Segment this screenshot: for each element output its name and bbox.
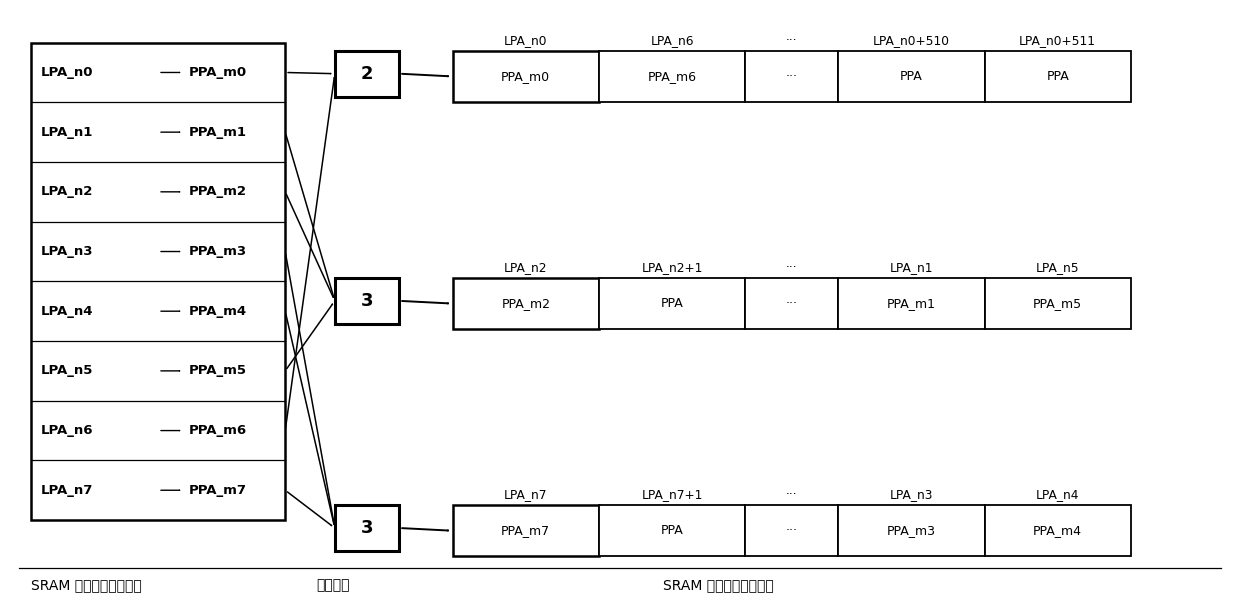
Bar: [838, 51, 985, 102]
Text: PPA: PPA: [661, 297, 683, 310]
Text: PPA_m3: PPA_m3: [188, 245, 247, 258]
Text: ···: ···: [786, 524, 797, 537]
Text: LPA_n0: LPA_n0: [503, 33, 548, 47]
Text: PPA_m0: PPA_m0: [501, 70, 551, 83]
Text: PPA_m6: PPA_m6: [647, 70, 697, 83]
Bar: [599, 278, 745, 329]
Text: PPA_m5: PPA_m5: [188, 364, 247, 378]
Text: PPA: PPA: [1047, 70, 1069, 83]
Text: LPA_n4: LPA_n4: [41, 304, 93, 318]
Text: LPA_n7: LPA_n7: [503, 488, 548, 501]
Text: LPA_n5: LPA_n5: [1035, 261, 1080, 274]
Bar: [453, 505, 599, 556]
Bar: [599, 51, 745, 102]
Bar: [335, 505, 399, 551]
Bar: [838, 505, 985, 556]
Bar: [335, 51, 399, 96]
Text: LPA_n7+1: LPA_n7+1: [641, 488, 703, 501]
Bar: [599, 505, 745, 556]
Bar: [453, 51, 599, 102]
Bar: [985, 278, 1131, 329]
Text: LPA_n5: LPA_n5: [41, 364, 93, 378]
Text: PPA_m2: PPA_m2: [188, 185, 247, 199]
Text: 2: 2: [361, 65, 373, 83]
Bar: [985, 51, 1131, 102]
Bar: [838, 278, 985, 329]
Text: LPA_n4: LPA_n4: [1035, 488, 1080, 501]
Text: LPA_n0: LPA_n0: [41, 66, 93, 79]
Text: LPA_n1: LPA_n1: [41, 125, 93, 139]
Text: PPA_m1: PPA_m1: [887, 297, 936, 310]
Text: ···: ···: [786, 70, 797, 83]
Bar: [745, 505, 838, 556]
Text: LPA_n2+1: LPA_n2+1: [641, 261, 703, 274]
Text: LPA_n7: LPA_n7: [41, 484, 93, 497]
Text: 映射条数: 映射条数: [316, 578, 350, 592]
Text: 3: 3: [361, 292, 373, 310]
Text: LPA_n2: LPA_n2: [41, 185, 93, 199]
Text: PPA_m3: PPA_m3: [887, 524, 936, 537]
Bar: [745, 51, 838, 102]
Text: LPA_n1: LPA_n1: [889, 261, 934, 274]
Text: ···: ···: [786, 488, 797, 501]
Bar: [745, 278, 838, 329]
Text: 3: 3: [361, 519, 373, 537]
Text: LPA_n6: LPA_n6: [41, 424, 93, 437]
Text: LPA_n0+510: LPA_n0+510: [873, 33, 950, 47]
Bar: [31, 43, 285, 520]
Text: ···: ···: [786, 261, 797, 274]
Text: LPA_n0+511: LPA_n0+511: [1019, 33, 1096, 47]
Text: PPA_m1: PPA_m1: [188, 125, 247, 139]
Text: LPA_n6: LPA_n6: [650, 33, 694, 47]
Text: PPA_m7: PPA_m7: [501, 524, 551, 537]
Text: SRAM 中连续缓存映射表: SRAM 中连续缓存映射表: [663, 578, 774, 592]
Text: ···: ···: [786, 33, 797, 47]
Bar: [335, 278, 399, 324]
Text: LPA_n2: LPA_n2: [503, 261, 548, 274]
Text: ···: ···: [786, 297, 797, 310]
Bar: [985, 505, 1131, 556]
Text: PPA_m6: PPA_m6: [188, 424, 247, 437]
Text: PPA: PPA: [900, 70, 923, 83]
Text: PPA_m5: PPA_m5: [1033, 297, 1083, 310]
Text: PPA_m2: PPA_m2: [501, 297, 551, 310]
Text: PPA_m4: PPA_m4: [188, 304, 247, 318]
Text: PPA_m0: PPA_m0: [188, 66, 247, 79]
Text: PPA_m4: PPA_m4: [1033, 524, 1083, 537]
Text: LPA_n3: LPA_n3: [41, 245, 93, 258]
Text: PPA: PPA: [661, 524, 683, 537]
Text: PPA_m7: PPA_m7: [188, 484, 247, 497]
Text: LPA_n3: LPA_n3: [889, 488, 934, 501]
Text: SRAM 中增量缓存映射表: SRAM 中增量缓存映射表: [31, 578, 141, 592]
Bar: [453, 278, 599, 329]
